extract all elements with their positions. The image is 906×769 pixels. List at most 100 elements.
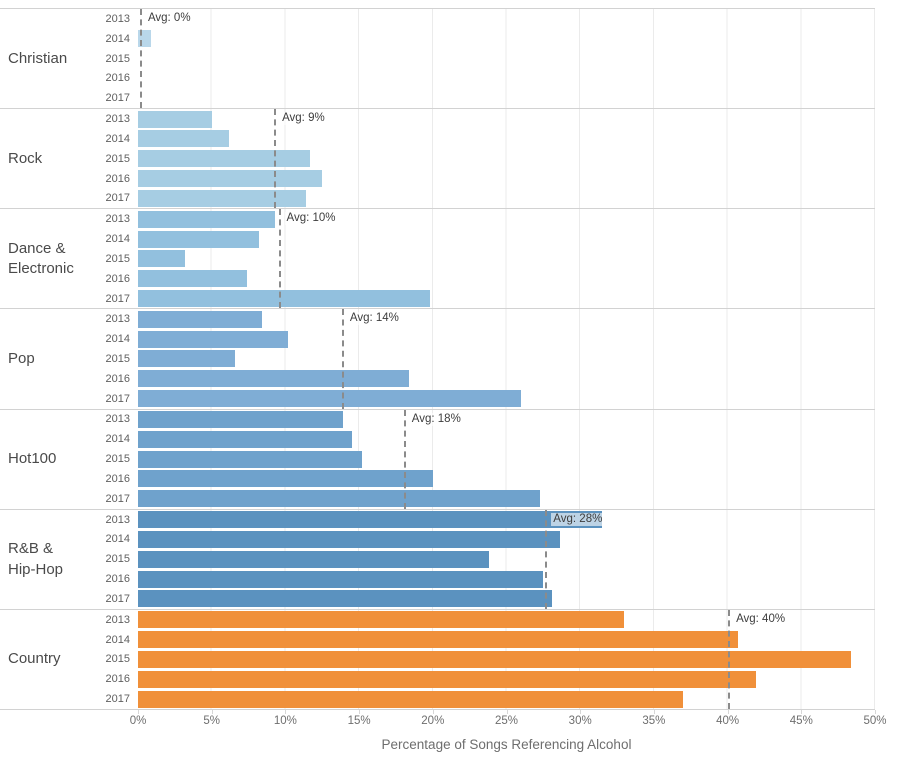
year-label-hot100-2013: 2013 [105,413,130,426]
avg-reference-line-country [728,609,731,709]
bar-dance-electronic-2015[interactable] [138,250,186,268]
year-labels-r-b-hip-hop: 2013 2014 2015 2016 2017 [106,510,130,609]
bar-dance-electronic-2014[interactable] [138,230,259,248]
year-labels-dance-electronic: 2013 2014 2015 2016 2017 [106,209,130,308]
bar-row-r-b-hip-hop-2017 [138,589,875,609]
bar-country-2017[interactable] [138,690,684,708]
genre-label-column-christian: Christian 2013 2014 2015 2016 2017 [0,9,138,108]
bar-row-christian-2015 [138,49,875,69]
bar-r-b-hip-hop-2016[interactable] [138,570,544,588]
bar-r-b-hip-hop-2017[interactable] [138,590,553,608]
year-label-pop-2013: 2013 [105,313,130,326]
bar-row-country-2016 [138,669,875,689]
bar-row-hot100-2015 [138,449,875,469]
bar-row-country-2014 [138,630,875,650]
year-label-rock-2017: 2017 [105,192,130,205]
bar-rock-2015[interactable] [138,150,311,168]
avg-reference-label-country: Avg: 40% [734,612,789,626]
bar-hot100-2015[interactable] [138,450,363,468]
year-labels-country: 2013 2014 2015 2016 2017 [106,610,130,709]
x-tick-label-20: 20% [421,715,445,727]
bar-row-rock-2016 [138,169,875,189]
year-label-rock-2013: 2013 [105,113,130,126]
bar-pop-2014[interactable] [138,330,289,348]
bar-pop-2016[interactable] [138,370,410,388]
genre-section-pop: Pop 2013 2014 2015 2016 2017 Avg: 14% [0,308,875,409]
bar-row-pop-2015 [138,349,875,369]
bar-row-rock-2013 [138,109,875,129]
year-label-pop-2015: 2015 [105,352,130,365]
x-tick-mark-40 [727,710,729,714]
bar-row-dance-electronic-2015 [138,249,875,269]
genre-label-pop: Pop [8,349,35,367]
x-tick-mark-20 [432,710,434,714]
bar-row-hot100-2013 [138,410,875,430]
x-tick-label-15: 15% [347,715,371,727]
x-tick-label-5: 5% [203,715,220,727]
bar-dance-electronic-2013[interactable] [138,210,276,228]
bar-country-2013[interactable] [138,611,625,629]
bar-rock-2016[interactable] [138,170,323,188]
year-label-country-2015: 2015 [105,653,130,666]
year-label-christian-2015: 2015 [105,52,130,65]
bar-row-pop-2017 [138,389,875,409]
x-tick-mark-25 [506,710,508,714]
bar-row-christian-2014 [138,29,875,49]
bar-pop-2015[interactable] [138,350,236,368]
plot-track-christian: Avg: 0% [138,9,875,109]
bar-pop-2013[interactable] [138,310,262,328]
bar-hot100-2016[interactable] [138,470,433,488]
genre-section-christian: Christian 2013 2014 2015 2016 2017 Avg: 0% [0,8,875,109]
year-label-christian-2014: 2014 [105,32,130,45]
bar-rock-2013[interactable] [138,110,212,128]
genre-label-hot100: Hot100 [8,450,57,467]
plot-sections: Christian 2013 2014 2015 2016 2017 Avg: 0% Rock… [0,8,875,710]
avg-reference-line-pop [341,309,344,409]
avg-reference-line-rock [274,109,277,209]
avg-reference-label-dance-electronic: Avg: 10% [284,212,339,226]
bar-country-2014[interactable] [138,631,738,649]
bar-country-2015[interactable] [138,650,852,668]
x-tick-label-45: 45% [789,715,813,727]
bar-country-2016[interactable] [138,670,756,688]
year-labels-pop: 2013 2014 2015 2016 2017 [106,309,130,408]
genre-section-hot100: Hot100 2013 2014 2015 2016 2017 Avg: 18% [0,408,875,509]
bar-row-country-2017 [138,689,875,709]
bar-pop-2017[interactable] [138,390,522,408]
bar-r-b-hip-hop-2015[interactable] [138,550,489,568]
avg-reference-label-hot100: Avg: 18% [409,412,464,426]
bar-r-b-hip-hop-2013[interactable] [138,511,603,529]
bar-row-pop-2016 [138,369,875,389]
avg-reference-label-rock: Avg: 9% [280,112,328,126]
bar-dance-electronic-2016[interactable] [138,270,248,288]
bar-row-rock-2017 [138,188,875,208]
bar-rock-2014[interactable] [138,130,230,148]
bar-row-r-b-hip-hop-2014 [138,530,875,550]
bar-row-r-b-hip-hop-2015 [138,549,875,569]
x-tick-label-25: 25% [494,715,519,727]
year-labels-christian: 2013 2014 2015 2016 2017 [106,9,130,108]
genre-section-r-b-hip-hop: R&B & Hip-Hop 2013 2014 2015 2016 2017 Avg: 28% [0,508,875,609]
year-label-christian-2013: 2013 [105,12,130,25]
genre-label-column-r-b-hip-hop: R&B & Hip-Hop 2013 2014 2015 2016 2017 [0,510,138,609]
avg-reference-line-hot100 [403,409,406,509]
year-label-country-2017: 2017 [105,693,130,706]
bar-rock-2017[interactable] [138,189,307,207]
x-tick-mark-30 [580,710,582,714]
year-label-pop-2014: 2014 [105,333,130,346]
bar-row-hot100-2016 [138,469,875,489]
year-label-dance-electronic-2013: 2013 [105,213,130,226]
year-label-country-2016: 2016 [105,673,130,686]
plot-track-rock: Avg: 9% [138,109,875,209]
bar-hot100-2017[interactable] [138,490,541,508]
year-label-r-b-hip-hop-2013: 2013 [105,513,130,526]
bar-hot100-2014[interactable] [138,430,352,448]
bar-r-b-hip-hop-2014[interactable] [138,530,560,548]
bar-hot100-2013[interactable] [138,410,343,428]
bar-dance-electronic-2017[interactable] [138,290,430,307]
genre-label-column-hot100: Hot100 2013 2014 2015 2016 2017 [0,410,138,509]
avg-reference-label-christian: Avg: 0% [145,12,194,25]
x-tick-mark-0 [138,710,139,714]
year-label-hot100-2014: 2014 [105,433,130,446]
